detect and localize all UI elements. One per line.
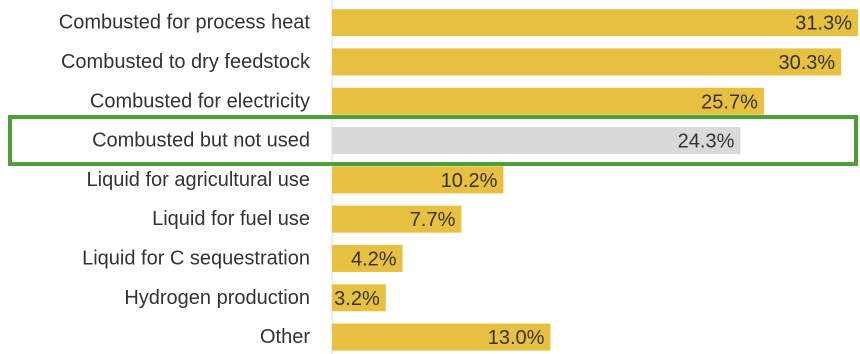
value-labels-group: 31.3% 30.3% 25.7% 24.3% 10.2% 7.7% 4.2% 3.2% 13.… [334, 13, 852, 349]
value-label-liquid-for-fuel-use: 7.7% [410, 209, 456, 231]
category-label-combusted-for-process-heat: Combusted for process heat [59, 12, 311, 34]
bar-liquid-for-agricultural-use [332, 166, 504, 194]
category-label-liquid-for-agricultural-use: Liquid for agricultural use [87, 169, 310, 191]
bars-group [332, 9, 858, 351]
bar-liquid-for-fuel-use [332, 205, 462, 233]
bar-other [332, 323, 551, 351]
category-label-other: Other [260, 326, 310, 348]
value-label-other: 13.0% [488, 327, 545, 349]
value-label-combusted-for-process-heat: 31.3% [795, 13, 852, 35]
value-label-combusted-to-dry-feedstock: 30.3% [778, 52, 835, 74]
bar-combusted-but-not-used [332, 127, 741, 155]
bar-liquid-for-c-sequestration [332, 244, 403, 272]
bar-combusted-for-electricity [332, 87, 764, 115]
value-label-combusted-but-not-used: 24.3% [678, 131, 735, 153]
category-label-combusted-to-dry-feedstock: Combusted to dry feedstock [61, 51, 311, 73]
bar-combusted-to-dry-feedstock [332, 48, 842, 76]
value-label-hydrogen-production: 3.2% [334, 288, 380, 310]
value-label-liquid-for-c-sequestration: 4.2% [351, 248, 397, 270]
category-label-liquid-for-c-sequestration: Liquid for C sequestration [82, 247, 310, 269]
highlight-outline [8, 115, 858, 167]
category-label-hydrogen-production: Hydrogen production [124, 287, 310, 309]
category-labels-group: Combusted for process heat Combusted to d… [59, 12, 311, 348]
category-label-liquid-for-fuel-use: Liquid for fuel use [152, 208, 310, 230]
category-label-combusted-for-electricity: Combusted for electricity [90, 90, 310, 112]
value-label-combusted-for-electricity: 25.7% [701, 91, 758, 113]
bar-hydrogen-production [332, 284, 386, 312]
category-label-combusted-but-not-used: Combusted but not used [92, 130, 310, 152]
value-label-liquid-for-agricultural-use: 10.2% [441, 170, 498, 192]
bar-combusted-for-process-heat [332, 9, 858, 37]
